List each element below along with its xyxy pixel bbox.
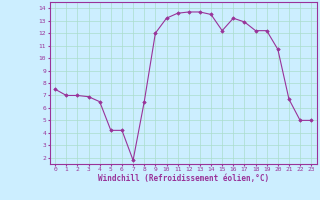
X-axis label: Windchill (Refroidissement éolien,°C): Windchill (Refroidissement éolien,°C) bbox=[98, 174, 269, 183]
